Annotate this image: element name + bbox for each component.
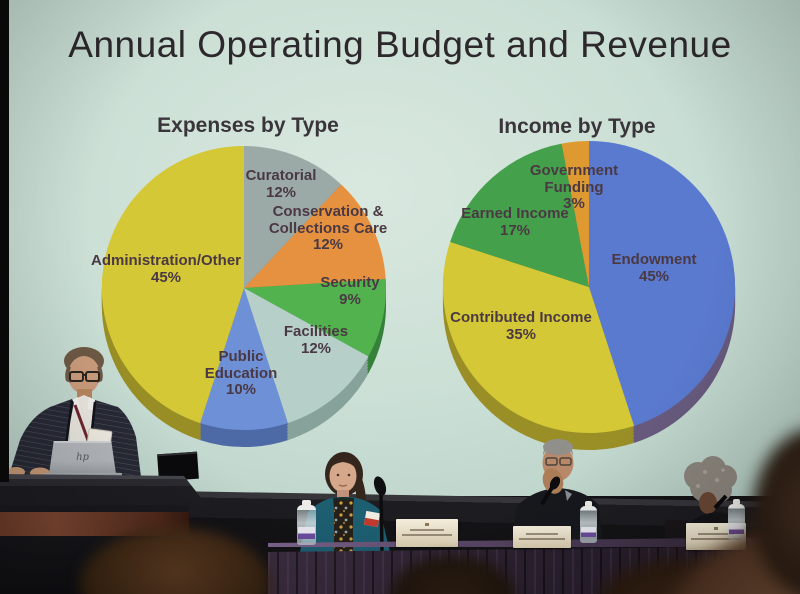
pie-label-facilities: Facilities 12%	[283, 323, 349, 357]
income-chart-title: Income by Type	[498, 115, 656, 138]
pie-label-endowment: Endowment 45%	[611, 251, 697, 285]
microphone-head	[549, 476, 561, 490]
microphone	[713, 494, 728, 510]
pie-label-curatorial: Curatorial 12%	[245, 167, 317, 201]
speaker-glasses	[69, 371, 84, 382]
table-microphone	[540, 484, 555, 506]
woman-name-badge	[363, 510, 381, 528]
hp-logo: hp	[76, 452, 89, 463]
pie-label-earned-income: Earned Income 17%	[461, 205, 569, 239]
podium-top	[0, 474, 209, 508]
face-profile	[699, 492, 717, 514]
pie-label-government-funding: Government Funding 3%	[529, 162, 619, 212]
name-card	[513, 526, 571, 548]
water-bottle	[728, 499, 745, 540]
photo-left-edge	[0, 0, 9, 482]
microphone-head	[373, 476, 387, 496]
man-glasses	[545, 457, 558, 466]
pie-label-conservation: Conservation & Collections Care 12%	[268, 203, 388, 253]
laptop-lid: hp	[49, 441, 116, 474]
woman-face	[329, 459, 357, 493]
woman-floral-top	[334, 500, 353, 552]
water-bottle	[297, 500, 316, 545]
pie-label-contributed-income: Contributed Income 35%	[450, 309, 592, 343]
lanyard	[73, 404, 91, 444]
pie-label-security: Security 9%	[320, 274, 380, 308]
slide-title: Annual Operating Budget and Revenue	[68, 24, 732, 65]
pie-label-administration: Administration/Other 45%	[90, 252, 242, 286]
pie-label-public-education: Public Education 10%	[204, 348, 278, 398]
expenses-chart-title: Expenses by Type	[157, 114, 339, 137]
water-bottle	[580, 501, 597, 543]
name-card	[396, 519, 458, 547]
panelist-woman	[300, 452, 390, 552]
